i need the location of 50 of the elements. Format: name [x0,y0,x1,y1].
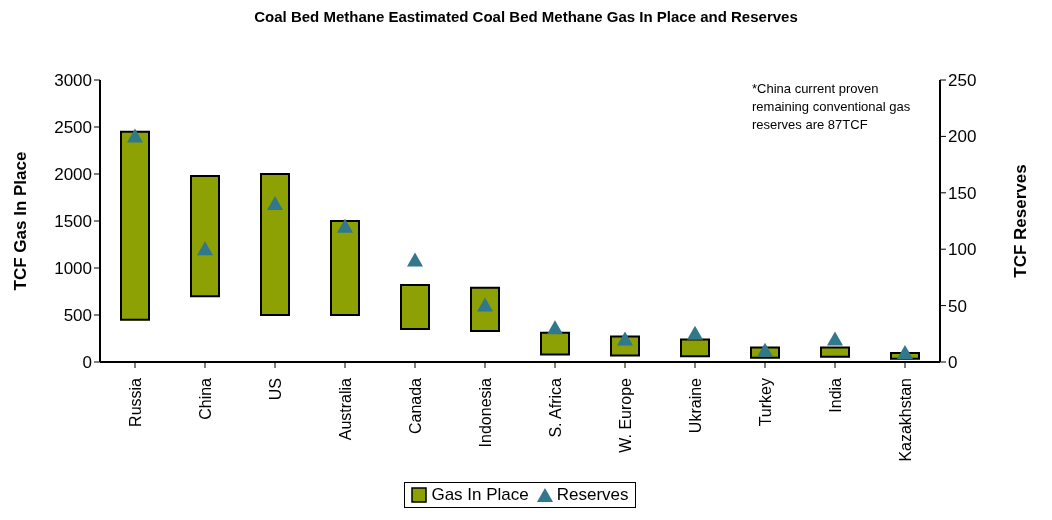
x-tick-label: W. Europe [616,377,634,453]
x-tick-label: China [196,377,214,420]
y-tick-label: 1500 [54,212,92,232]
point [757,342,773,357]
point [127,128,143,143]
bar [190,174,220,298]
y2-tick-label: 100 [948,240,977,260]
y-tick-label: 2500 [54,118,92,138]
y-axis-title: TCF Gas In Place [11,151,31,291]
y2-tick-label: 50 [948,296,967,316]
point [827,331,843,346]
point [407,252,423,267]
y-tick-label: 1000 [54,259,92,279]
legend-label: Reserves [555,485,629,505]
point [687,325,703,340]
point [897,344,913,359]
bar [470,286,500,332]
bar [820,346,850,358]
point [547,320,563,335]
x-tick-label: Ukraine [686,377,704,434]
x-tick-label: Russia [126,377,144,427]
x-tick-label: Canada [406,377,424,435]
x-tick-label: Turkey [756,378,774,427]
bar [260,173,290,316]
y-tick-label: 2000 [54,165,92,185]
x-tick-label: Indonesia [476,377,494,448]
y2-axis-title: TCF Reserves [1011,164,1031,278]
bar [120,130,150,321]
x-tick-label: Australia [336,377,354,441]
y-tick-label: 0 [82,353,92,373]
point [197,241,213,256]
y2-tick-label: 250 [948,71,977,91]
point [337,218,353,233]
legend-label: Gas In Place [430,485,529,505]
bar [680,338,710,358]
x-tick-label: India [826,377,844,413]
annotation: *China current proven remaining conventional gas reserves are 87TCF [752,80,912,134]
y-tick-label: 500 [63,306,92,326]
x-tick-label: US [266,378,284,401]
y-tick-label: 3000 [54,71,92,91]
bar [400,283,430,331]
y2-tick-label: 200 [948,127,977,147]
y2-tick-label: 150 [948,183,977,203]
x-tick-label: S. Africa [546,377,564,438]
y2-tick-label: 0 [948,353,958,373]
point [267,196,283,211]
bar [330,220,360,316]
chart-title: Coal Bed Methane Eastimated Coal Bed Methane Gas In Place and Reserves [253,8,799,25]
x-tick-label: Kazakhstan [896,378,914,462]
bar [540,331,570,356]
